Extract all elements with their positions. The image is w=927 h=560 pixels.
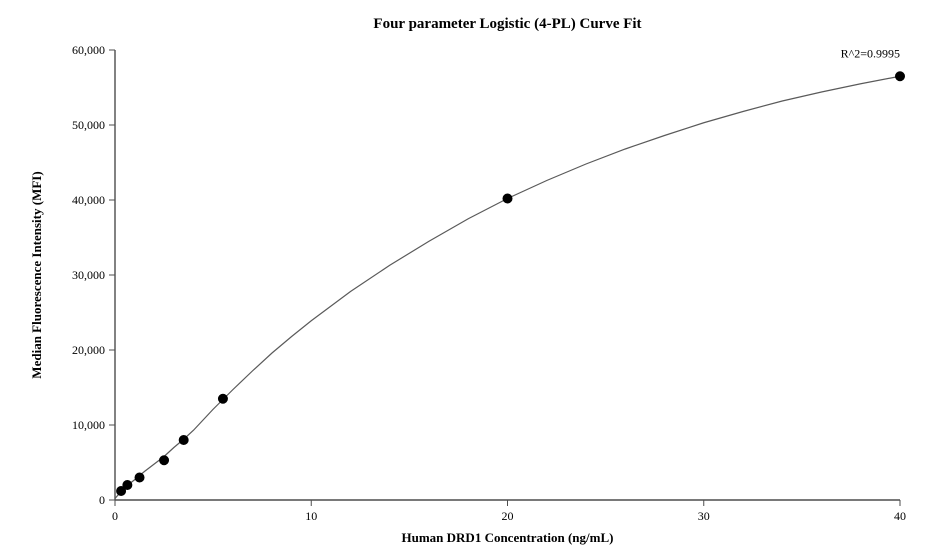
y-tick-label: 60,000 — [72, 43, 105, 57]
y-tick-label: 30,000 — [72, 268, 105, 282]
x-tick-label: 0 — [112, 509, 118, 523]
data-point — [218, 394, 227, 403]
chart-title: Four parameter Logistic (4-PL) Curve Fit — [373, 16, 641, 32]
data-point — [503, 194, 512, 203]
y-tick-label: 40,000 — [72, 193, 105, 207]
r-squared-annotation: R^2=0.9995 — [841, 47, 900, 61]
x-tick-label: 30 — [698, 509, 710, 523]
data-point — [160, 456, 169, 465]
x-tick-label: 40 — [894, 509, 906, 523]
x-tick-label: 10 — [305, 509, 317, 523]
y-axis-label: Median Fluorescence Intensity (MFI) — [29, 171, 44, 378]
data-point — [135, 473, 144, 482]
y-tick-label: 50,000 — [72, 118, 105, 132]
x-tick-label: 20 — [502, 509, 514, 523]
x-axis-label: Human DRD1 Concentration (ng/mL) — [402, 530, 614, 545]
y-tick-label: 10,000 — [72, 418, 105, 432]
data-point — [896, 72, 905, 81]
data-point — [123, 481, 132, 490]
data-point — [179, 436, 188, 445]
chart-container: Four parameter Logistic (4-PL) Curve Fit… — [0, 0, 927, 560]
y-tick-label: 0 — [99, 493, 105, 507]
y-tick-label: 20,000 — [72, 343, 105, 357]
chart-svg: Four parameter Logistic (4-PL) Curve Fit… — [0, 0, 927, 560]
